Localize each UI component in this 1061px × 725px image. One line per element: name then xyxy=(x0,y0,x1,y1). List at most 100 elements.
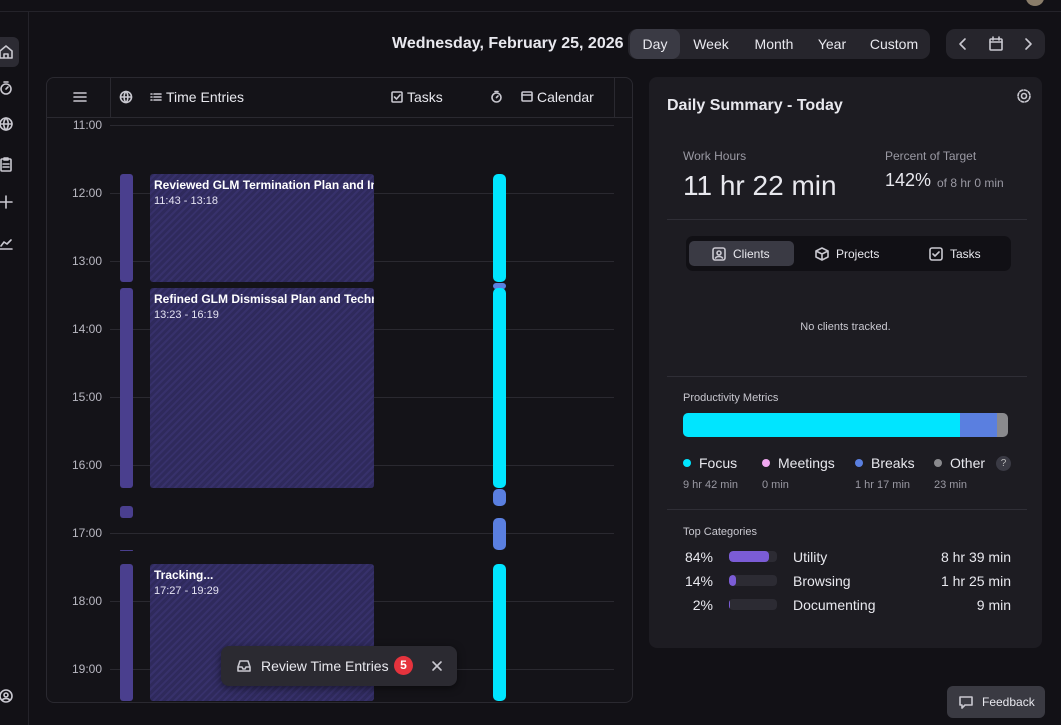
hour-label: 13:00 xyxy=(71,254,102,268)
tab[interactable]: Week xyxy=(693,36,729,52)
calendar-icon xyxy=(521,91,533,102)
help-badge[interactable]: ? xyxy=(996,456,1011,471)
metric-label: Work Hours xyxy=(683,149,747,163)
legend-dot xyxy=(683,459,691,467)
activity-bar xyxy=(120,174,133,282)
legend-item: Focus xyxy=(683,455,737,471)
review-toast[interactable] xyxy=(221,646,457,686)
category-bar xyxy=(729,575,736,586)
globe-icon[interactable] xyxy=(0,116,14,132)
category-track xyxy=(729,551,777,562)
sidebar-border xyxy=(28,12,29,725)
productivity-bar xyxy=(683,413,1008,437)
col-sep xyxy=(110,78,111,117)
legend-item: Meetings xyxy=(762,455,835,471)
tasks-icon[interactable] xyxy=(929,247,943,261)
hour-label: 12:00 xyxy=(71,186,102,200)
menu-icon[interactable] xyxy=(72,89,88,105)
chart-icon[interactable] xyxy=(0,236,14,252)
category-track xyxy=(729,575,777,586)
focus-bar xyxy=(493,288,506,488)
entry-range: 11:43 - 13:18 xyxy=(154,195,219,207)
category-time: 8 hr 39 min xyxy=(940,549,1011,565)
timer-icon[interactable] xyxy=(0,80,14,96)
divider xyxy=(667,219,1027,220)
legend-label: Focus xyxy=(699,455,738,471)
date-title: Wednesday, February 25, 2026 xyxy=(392,35,624,52)
legend-time: 23 min xyxy=(934,479,968,491)
tab[interactable]: Month xyxy=(754,36,794,52)
stopwatch-icon xyxy=(491,90,502,103)
summary-title: Daily Summary - Today xyxy=(667,97,843,114)
segment-label[interactable]: Projects xyxy=(836,247,880,261)
hour-label: 19:00 xyxy=(71,662,102,676)
legend-dot xyxy=(934,459,942,467)
legend-item: Other xyxy=(934,455,985,471)
calendar-button[interactable] xyxy=(988,36,1004,52)
category-name: Browsing xyxy=(793,573,851,589)
clipboard-icon[interactable] xyxy=(0,156,14,172)
time-entry[interactable]: Refined GLM Dismissal Plan and Technica 1… xyxy=(150,288,374,488)
activity-bar xyxy=(120,564,133,701)
category-bar xyxy=(729,551,770,562)
column-title: Calendar xyxy=(537,89,594,105)
hour-label: 18:00 xyxy=(71,594,102,608)
clients-icon xyxy=(712,247,726,261)
entry-title: Refined GLM Dismissal Plan and Technica xyxy=(154,292,374,306)
focus-bar xyxy=(493,174,506,282)
entry-title: Reviewed GLM Termination Plan and Impl xyxy=(154,178,374,192)
legend-label: Breaks xyxy=(871,455,915,471)
break-bar xyxy=(493,283,506,289)
hour-label: 14:00 xyxy=(71,322,102,336)
toast-text: Review Time Entries xyxy=(261,658,389,674)
hour-label: 17:00 xyxy=(71,526,102,540)
segment-label[interactable]: Tasks xyxy=(950,247,981,261)
category-name: Utility xyxy=(793,549,828,565)
target-of: of 8 hr 0 min xyxy=(937,176,1004,190)
entry-range: 13:23 - 16:19 xyxy=(154,309,219,321)
feedback-button[interactable] xyxy=(947,686,1045,718)
settings-button[interactable] xyxy=(1016,88,1032,104)
home-icon xyxy=(0,45,13,59)
legend-time: 1 hr 17 min xyxy=(855,479,911,491)
prev-button[interactable] xyxy=(955,36,971,52)
top-border xyxy=(0,11,1061,12)
check-icon xyxy=(391,91,403,103)
legend-dot xyxy=(855,459,863,467)
projects-icon[interactable] xyxy=(815,247,829,261)
activity-bar xyxy=(120,506,133,518)
profile-icon[interactable] xyxy=(0,688,14,704)
next-button[interactable] xyxy=(1020,36,1036,52)
summary-panel xyxy=(649,77,1042,648)
divider xyxy=(667,509,1027,510)
productivity-segment xyxy=(960,413,998,437)
legend-time: 9 hr 42 min xyxy=(683,479,739,491)
legend-item: Breaks xyxy=(855,455,915,471)
category-share: 84% xyxy=(684,549,713,565)
tab-active[interactable]: Day xyxy=(630,29,680,59)
hour-label: 15:00 xyxy=(71,390,102,404)
tab[interactable]: Year xyxy=(817,36,847,52)
inbox-icon xyxy=(237,660,251,672)
add-icon[interactable] xyxy=(0,194,14,210)
hour-label: 16:00 xyxy=(71,458,102,472)
time-entry[interactable]: Reviewed GLM Termination Plan and Impl 11… xyxy=(150,174,374,282)
category-share: 14% xyxy=(684,573,713,589)
avatar[interactable] xyxy=(1026,0,1044,6)
column-title: Time Entries xyxy=(166,89,245,105)
focus-bar xyxy=(493,564,506,701)
hour-label: 11:00 xyxy=(72,118,102,132)
divider xyxy=(667,376,1027,377)
close-button[interactable] xyxy=(431,660,443,672)
category-share: 2% xyxy=(692,597,713,613)
activity-bar xyxy=(120,288,133,488)
segment-active[interactable] xyxy=(689,241,794,266)
work-hours: 11 hr 22 min xyxy=(683,170,837,201)
col-sep xyxy=(614,78,615,117)
category-bar xyxy=(729,599,730,610)
tab[interactable]: Custom xyxy=(869,36,919,52)
feedback-label[interactable]: Feedback xyxy=(982,695,1035,709)
column-header xyxy=(47,78,632,118)
home-button[interactable] xyxy=(0,37,19,67)
